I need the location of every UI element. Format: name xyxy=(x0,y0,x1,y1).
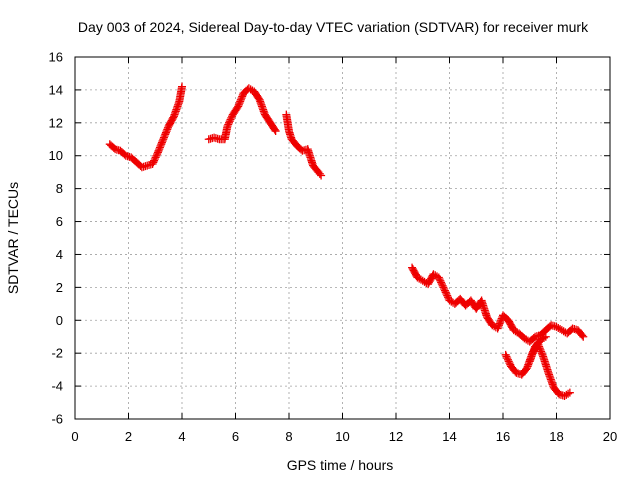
data-point xyxy=(270,125,279,134)
x-tick-label: 16 xyxy=(496,429,510,444)
data-point xyxy=(578,331,587,340)
x-tick-label: 6 xyxy=(232,429,239,444)
data-point xyxy=(178,82,186,91)
y-tick-label: -2 xyxy=(51,346,63,361)
x-tick-label: 4 xyxy=(178,429,185,444)
x-tick-label: 20 xyxy=(603,429,617,444)
data-point xyxy=(540,333,549,342)
series-segment-4 xyxy=(408,263,588,346)
y-tick-label: 8 xyxy=(56,181,63,196)
data-point xyxy=(564,389,573,398)
data-point xyxy=(271,127,280,136)
ticks-layer xyxy=(74,56,611,420)
data-layer xyxy=(105,82,588,400)
x-tick-label: 0 xyxy=(71,429,78,444)
x-tick-label: 8 xyxy=(285,429,292,444)
y-tick-label: -6 xyxy=(51,412,63,427)
x-tick-label: 14 xyxy=(442,429,456,444)
x-tick-label: 12 xyxy=(389,429,403,444)
data-point xyxy=(541,332,550,341)
y-tick-label: 0 xyxy=(56,313,63,328)
data-point xyxy=(315,169,324,178)
grid-layer xyxy=(75,57,610,419)
x-tick-label: 18 xyxy=(549,429,563,444)
chart-title: Day 003 of 2024, Sidereal Day-to-day VTE… xyxy=(78,19,589,35)
y-tick-label: 12 xyxy=(49,115,63,130)
x-tick-label: 10 xyxy=(335,429,349,444)
series-segment-5 xyxy=(501,339,574,400)
data-point xyxy=(579,332,588,341)
series-segment-3 xyxy=(282,110,326,180)
series-segment-2 xyxy=(204,84,280,144)
y-tick-label: -4 xyxy=(51,379,63,394)
y-tick-label: 14 xyxy=(49,82,63,97)
data-point xyxy=(565,388,574,397)
y-tick-label: 16 xyxy=(49,50,63,65)
y-tick-label: 10 xyxy=(49,148,63,163)
y-tick-label: 6 xyxy=(56,214,63,229)
y-tick-label: 4 xyxy=(56,247,63,262)
y-axis-title: SDTVAR / TECUs xyxy=(5,182,21,294)
series-segment-1 xyxy=(105,82,186,172)
series-segment-6 xyxy=(525,332,550,366)
y-tick-label: 2 xyxy=(56,280,63,295)
x-axis-title: GPS time / hours xyxy=(287,457,394,473)
x-tick-label: 2 xyxy=(125,429,132,444)
tick-labels: 0 2 4 6 8 10 12 14 16 18 20 -6 -4 -2 0 2 4 6 8 10 12 14 16 xyxy=(49,50,618,445)
data-point xyxy=(317,171,326,180)
